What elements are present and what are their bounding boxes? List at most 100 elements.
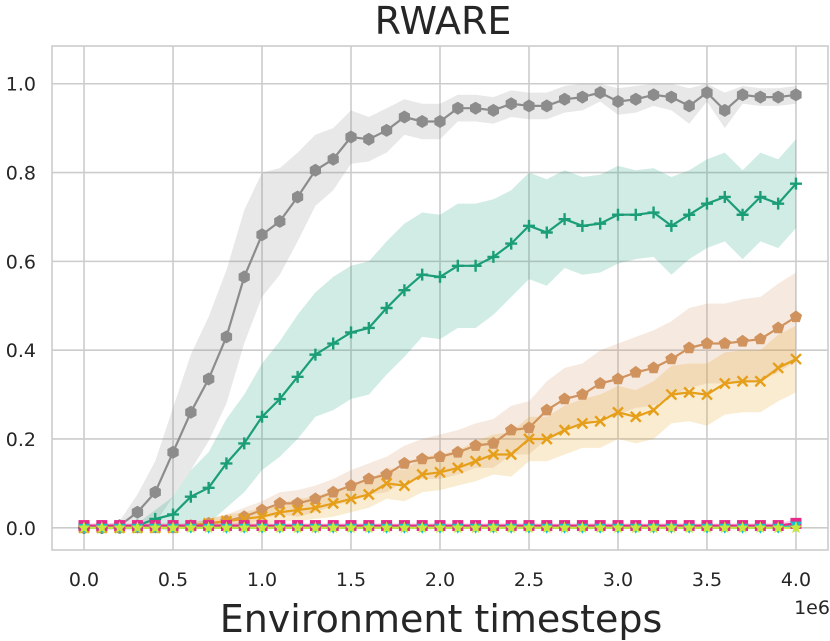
pentagon-marker [647, 361, 660, 374]
confidence-band [84, 272, 796, 528]
plus-marker [754, 190, 767, 203]
x-marker [451, 462, 464, 474]
x-tick-label: 0.0 [69, 569, 99, 591]
star-marker [469, 521, 482, 534]
y-tick-label: 0.4 [6, 340, 36, 362]
pentagon-marker [505, 423, 518, 436]
pentagon-marker [398, 456, 411, 469]
x-marker [772, 362, 785, 374]
star-marker [505, 521, 518, 534]
hexagon-marker [754, 90, 766, 104]
hexagon-marker [203, 372, 215, 386]
y-tick-labels: 0.0 0.2 0.4 0.6 0.8 1.0 [6, 74, 36, 540]
pentagon-marker [683, 341, 696, 354]
y-tick-label: 0.8 [6, 163, 36, 185]
star-marker [220, 521, 233, 534]
x-marker [612, 406, 624, 419]
pentagon-marker [309, 492, 322, 505]
hexagon-marker [719, 103, 731, 117]
star-marker [273, 521, 286, 534]
hexagon-marker [131, 505, 144, 519]
x-tick-label: 2.5 [514, 569, 544, 591]
hexagon-marker [381, 123, 393, 137]
star-marker [77, 521, 91, 534]
hexagon-marker [220, 330, 233, 344]
plus-marker [736, 208, 749, 221]
x-marker [505, 448, 518, 461]
pentagon-marker [700, 337, 714, 349]
star-marker [611, 521, 625, 534]
x-marker [558, 424, 571, 436]
star-marker [255, 521, 269, 534]
plus-marker [540, 226, 553, 239]
plus-marker [327, 337, 340, 350]
confidence-band [84, 325, 796, 528]
pentagon-marker [789, 310, 803, 323]
plus-marker [718, 190, 731, 203]
pentagon-marker [718, 337, 731, 349]
star-marker [522, 521, 536, 534]
hexagon-marker [647, 88, 660, 102]
plus-marker [434, 270, 446, 283]
star-marker [754, 521, 767, 534]
y-tick-label: 0.6 [6, 251, 36, 273]
star-marker [736, 521, 749, 534]
hexagon-marker [327, 152, 339, 166]
plus-marker [167, 508, 180, 521]
star-marker [629, 521, 642, 534]
hexagon-marker [167, 445, 179, 459]
x-axis-label: Environment timesteps [220, 597, 663, 641]
series-markers [77, 86, 803, 535]
pentagon-marker [327, 485, 340, 498]
x-marker [701, 388, 713, 401]
pentagon-marker [380, 468, 393, 480]
plus-marker [220, 457, 233, 470]
star-marker [202, 521, 215, 534]
plus-marker [273, 393, 286, 406]
pentagon-marker [594, 377, 607, 389]
x-marker [683, 386, 696, 399]
star-marker [558, 521, 571, 534]
hexagon-marker [523, 99, 535, 113]
pentagon-marker [522, 421, 536, 434]
x-tick-label: 2.0 [425, 569, 455, 591]
hexagon-marker [576, 90, 588, 104]
plot-frame [51, 45, 829, 551]
pentagon-marker [451, 445, 464, 458]
x-marker [629, 410, 642, 423]
star-marker [433, 521, 447, 534]
x-marker [576, 417, 589, 430]
plus-marker [665, 219, 678, 232]
pentagon-marker [629, 365, 642, 378]
pentagon-marker [665, 352, 678, 365]
star-marker [149, 521, 162, 534]
pentagon-marker [416, 452, 429, 465]
pentagon-marker [487, 436, 500, 449]
x-marker [345, 493, 357, 505]
pentagon-marker [558, 392, 571, 405]
star-marker [184, 521, 197, 534]
confidence-band [84, 83, 796, 530]
hexagon-marker [292, 190, 304, 204]
star-marker [131, 521, 144, 534]
hexagon-marker [363, 132, 375, 146]
hexagon-marker [398, 110, 410, 124]
plus-marker [451, 259, 464, 272]
star-marker [398, 521, 411, 534]
pentagon-marker [576, 388, 589, 400]
x-tick-label: 3.5 [692, 569, 722, 591]
x-marker [594, 415, 607, 428]
plus-marker [291, 370, 304, 383]
hexagon-marker [345, 130, 357, 144]
hexagon-marker [185, 405, 197, 419]
y-tick-label: 0.0 [6, 518, 36, 540]
plus-marker [487, 250, 500, 263]
plus-marker [416, 268, 429, 281]
plus-marker [184, 490, 197, 503]
hexagon-marker [256, 228, 268, 242]
pentagon-marker [736, 334, 749, 347]
pentagon-marker [611, 372, 625, 385]
pentagon-marker [469, 439, 482, 451]
star-marker [665, 521, 678, 534]
